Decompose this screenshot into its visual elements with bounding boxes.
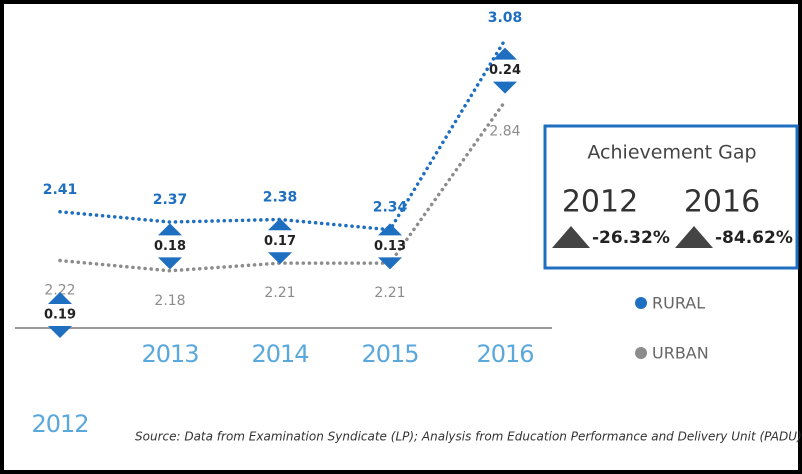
urban-value-label: 2.21 bbox=[374, 285, 405, 301]
gap-label: 0.17 bbox=[264, 234, 296, 249]
gap-marker bbox=[493, 47, 517, 94]
rural-value-label: 3.08 bbox=[488, 10, 523, 26]
achievement-gap-year: 2012 bbox=[562, 185, 638, 220]
achievement-gap-triangle bbox=[675, 226, 713, 248]
achievement-gap-triangle bbox=[552, 226, 590, 248]
rural-value-label: 2.41 bbox=[43, 182, 78, 198]
rural-value-label: 2.34 bbox=[373, 200, 408, 216]
achievement-gap-value: -26.32% bbox=[592, 228, 670, 248]
x-tick-label: 2013 bbox=[141, 340, 198, 368]
x-tick-label: 2014 bbox=[251, 340, 308, 368]
achievement-gap-year: 2016 bbox=[684, 185, 760, 220]
urban-value-label: 2.21 bbox=[264, 285, 295, 301]
urban-value-label: 2.84 bbox=[489, 123, 520, 139]
achievement-gap-box bbox=[543, 124, 799, 270]
gap-label: 0.24 bbox=[489, 63, 521, 78]
achievement-gap-value: -84.62% bbox=[715, 228, 793, 248]
rural-value-label: 2.38 bbox=[263, 189, 298, 205]
legend-label: URBAN bbox=[652, 344, 709, 363]
gap-marker bbox=[158, 223, 182, 270]
urban-value-label: 2.22 bbox=[44, 283, 75, 299]
gap-marker bbox=[378, 223, 402, 270]
gap-label: 0.18 bbox=[154, 239, 186, 254]
gap-marker bbox=[268, 218, 292, 265]
rural-value-label: 2.37 bbox=[153, 192, 188, 208]
gap-label: 0.13 bbox=[374, 239, 406, 254]
legend-label: RURAL bbox=[652, 294, 705, 313]
legend-marker bbox=[635, 347, 647, 359]
urban-value-label: 2.18 bbox=[154, 293, 185, 309]
x-tick-label: 2015 bbox=[361, 340, 418, 368]
gap-label: 0.19 bbox=[44, 308, 76, 323]
legend-marker bbox=[635, 297, 647, 309]
achievement-gap-title: Achievement Gap bbox=[587, 142, 756, 164]
source: Source: Data from Examination Syndicate … bbox=[135, 430, 802, 444]
x-tick-label: 2016 bbox=[476, 340, 533, 368]
x-tick-label: 2012 bbox=[31, 410, 88, 438]
gap-marker bbox=[48, 292, 72, 338]
